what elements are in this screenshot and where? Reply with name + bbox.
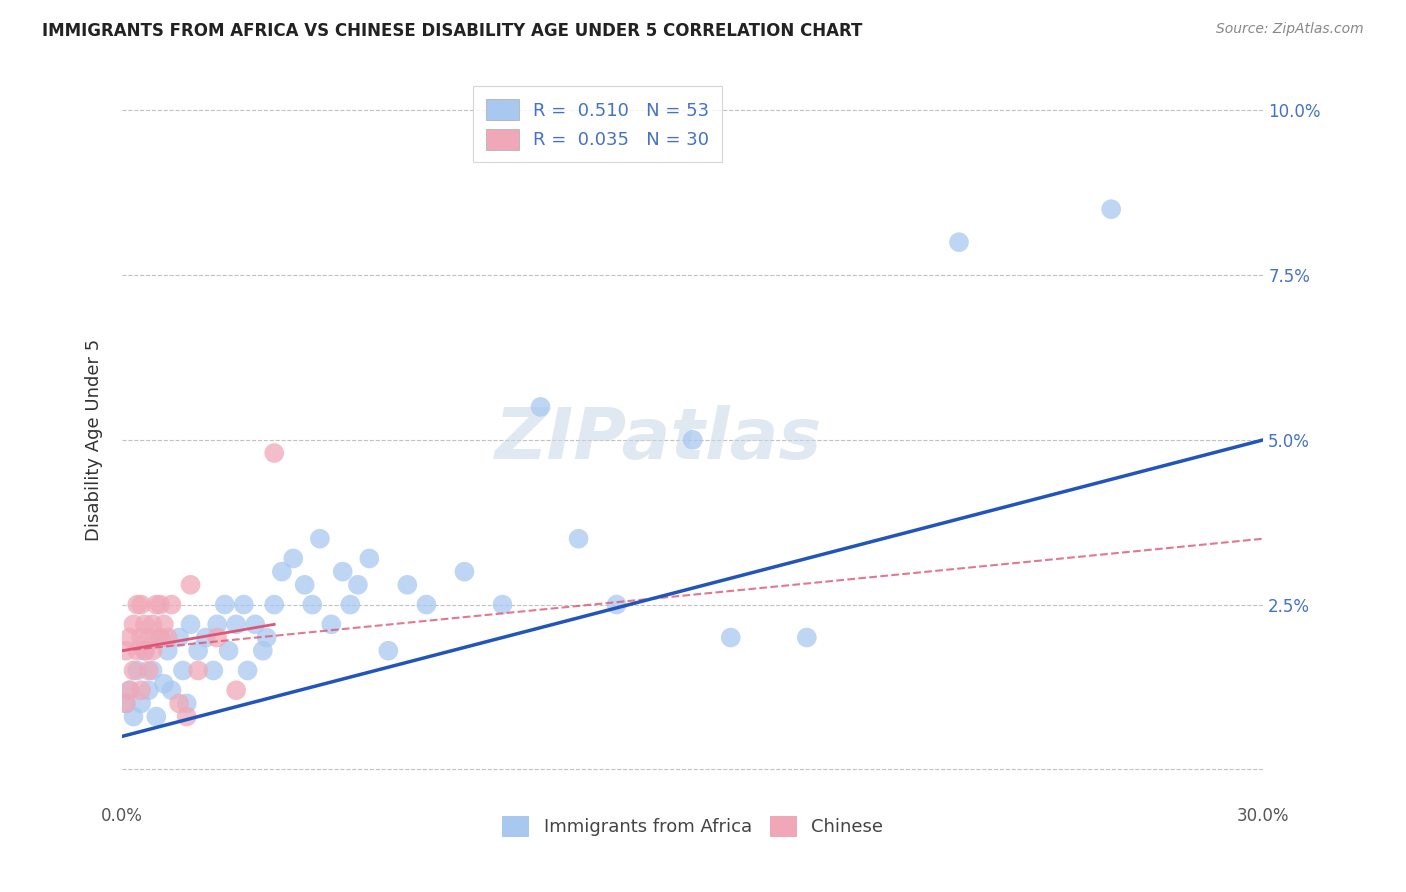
Point <box>567 532 589 546</box>
Point <box>245 617 267 632</box>
Point <box>214 598 236 612</box>
Point <box>118 683 141 698</box>
Point <box>138 664 160 678</box>
Point <box>339 598 361 612</box>
Point <box>187 643 209 657</box>
Point <box>134 643 156 657</box>
Point <box>180 578 202 592</box>
Point <box>396 578 419 592</box>
Point <box>156 643 179 657</box>
Point <box>377 643 399 657</box>
Point <box>202 664 225 678</box>
Point <box>127 598 149 612</box>
Point <box>682 433 704 447</box>
Point <box>115 697 138 711</box>
Point <box>149 598 172 612</box>
Point <box>309 532 332 546</box>
Point <box>236 664 259 678</box>
Point <box>134 643 156 657</box>
Point <box>529 400 551 414</box>
Point <box>149 631 172 645</box>
Point <box>141 643 163 657</box>
Point <box>232 598 254 612</box>
Point <box>359 551 381 566</box>
Point <box>122 664 145 678</box>
Point <box>149 631 172 645</box>
Point <box>187 664 209 678</box>
Point <box>225 617 247 632</box>
Point <box>167 631 190 645</box>
Point <box>263 446 285 460</box>
Point <box>115 643 138 657</box>
Point <box>134 617 156 632</box>
Point <box>347 578 370 592</box>
Point <box>453 565 475 579</box>
Point <box>129 631 152 645</box>
Point <box>415 598 437 612</box>
Point <box>153 617 176 632</box>
Legend: Immigrants from Africa, Chinese: Immigrants from Africa, Chinese <box>495 809 890 844</box>
Point <box>122 709 145 723</box>
Point <box>205 617 228 632</box>
Point <box>263 598 285 612</box>
Point <box>129 697 152 711</box>
Point <box>118 683 141 698</box>
Point <box>270 565 292 579</box>
Point <box>127 664 149 678</box>
Point <box>160 598 183 612</box>
Point <box>138 683 160 698</box>
Point <box>145 598 167 612</box>
Point <box>205 631 228 645</box>
Point <box>156 631 179 645</box>
Point <box>256 631 278 645</box>
Point <box>194 631 217 645</box>
Point <box>129 598 152 612</box>
Point <box>180 617 202 632</box>
Point <box>145 709 167 723</box>
Point <box>118 631 141 645</box>
Point <box>720 631 742 645</box>
Point <box>138 631 160 645</box>
Point <box>796 631 818 645</box>
Point <box>160 683 183 698</box>
Point <box>167 697 190 711</box>
Point <box>1099 202 1122 217</box>
Point <box>172 664 194 678</box>
Text: IMMIGRANTS FROM AFRICA VS CHINESE DISABILITY AGE UNDER 5 CORRELATION CHART: IMMIGRANTS FROM AFRICA VS CHINESE DISABI… <box>42 22 862 40</box>
Point <box>301 598 323 612</box>
Point <box>225 683 247 698</box>
Point <box>218 643 240 657</box>
Point <box>141 664 163 678</box>
Point <box>321 617 343 632</box>
Point <box>332 565 354 579</box>
Point <box>606 598 628 612</box>
Point <box>176 709 198 723</box>
Point <box>127 643 149 657</box>
Point <box>176 697 198 711</box>
Point <box>141 617 163 632</box>
Point <box>122 617 145 632</box>
Point <box>491 598 513 612</box>
Point <box>252 643 274 657</box>
Text: ZIPatlas: ZIPatlas <box>495 405 823 475</box>
Point <box>129 683 152 698</box>
Point <box>294 578 316 592</box>
Point <box>283 551 305 566</box>
Text: Source: ZipAtlas.com: Source: ZipAtlas.com <box>1216 22 1364 37</box>
Y-axis label: Disability Age Under 5: Disability Age Under 5 <box>86 339 103 541</box>
Point <box>948 235 970 249</box>
Point <box>153 676 176 690</box>
Point <box>115 697 138 711</box>
